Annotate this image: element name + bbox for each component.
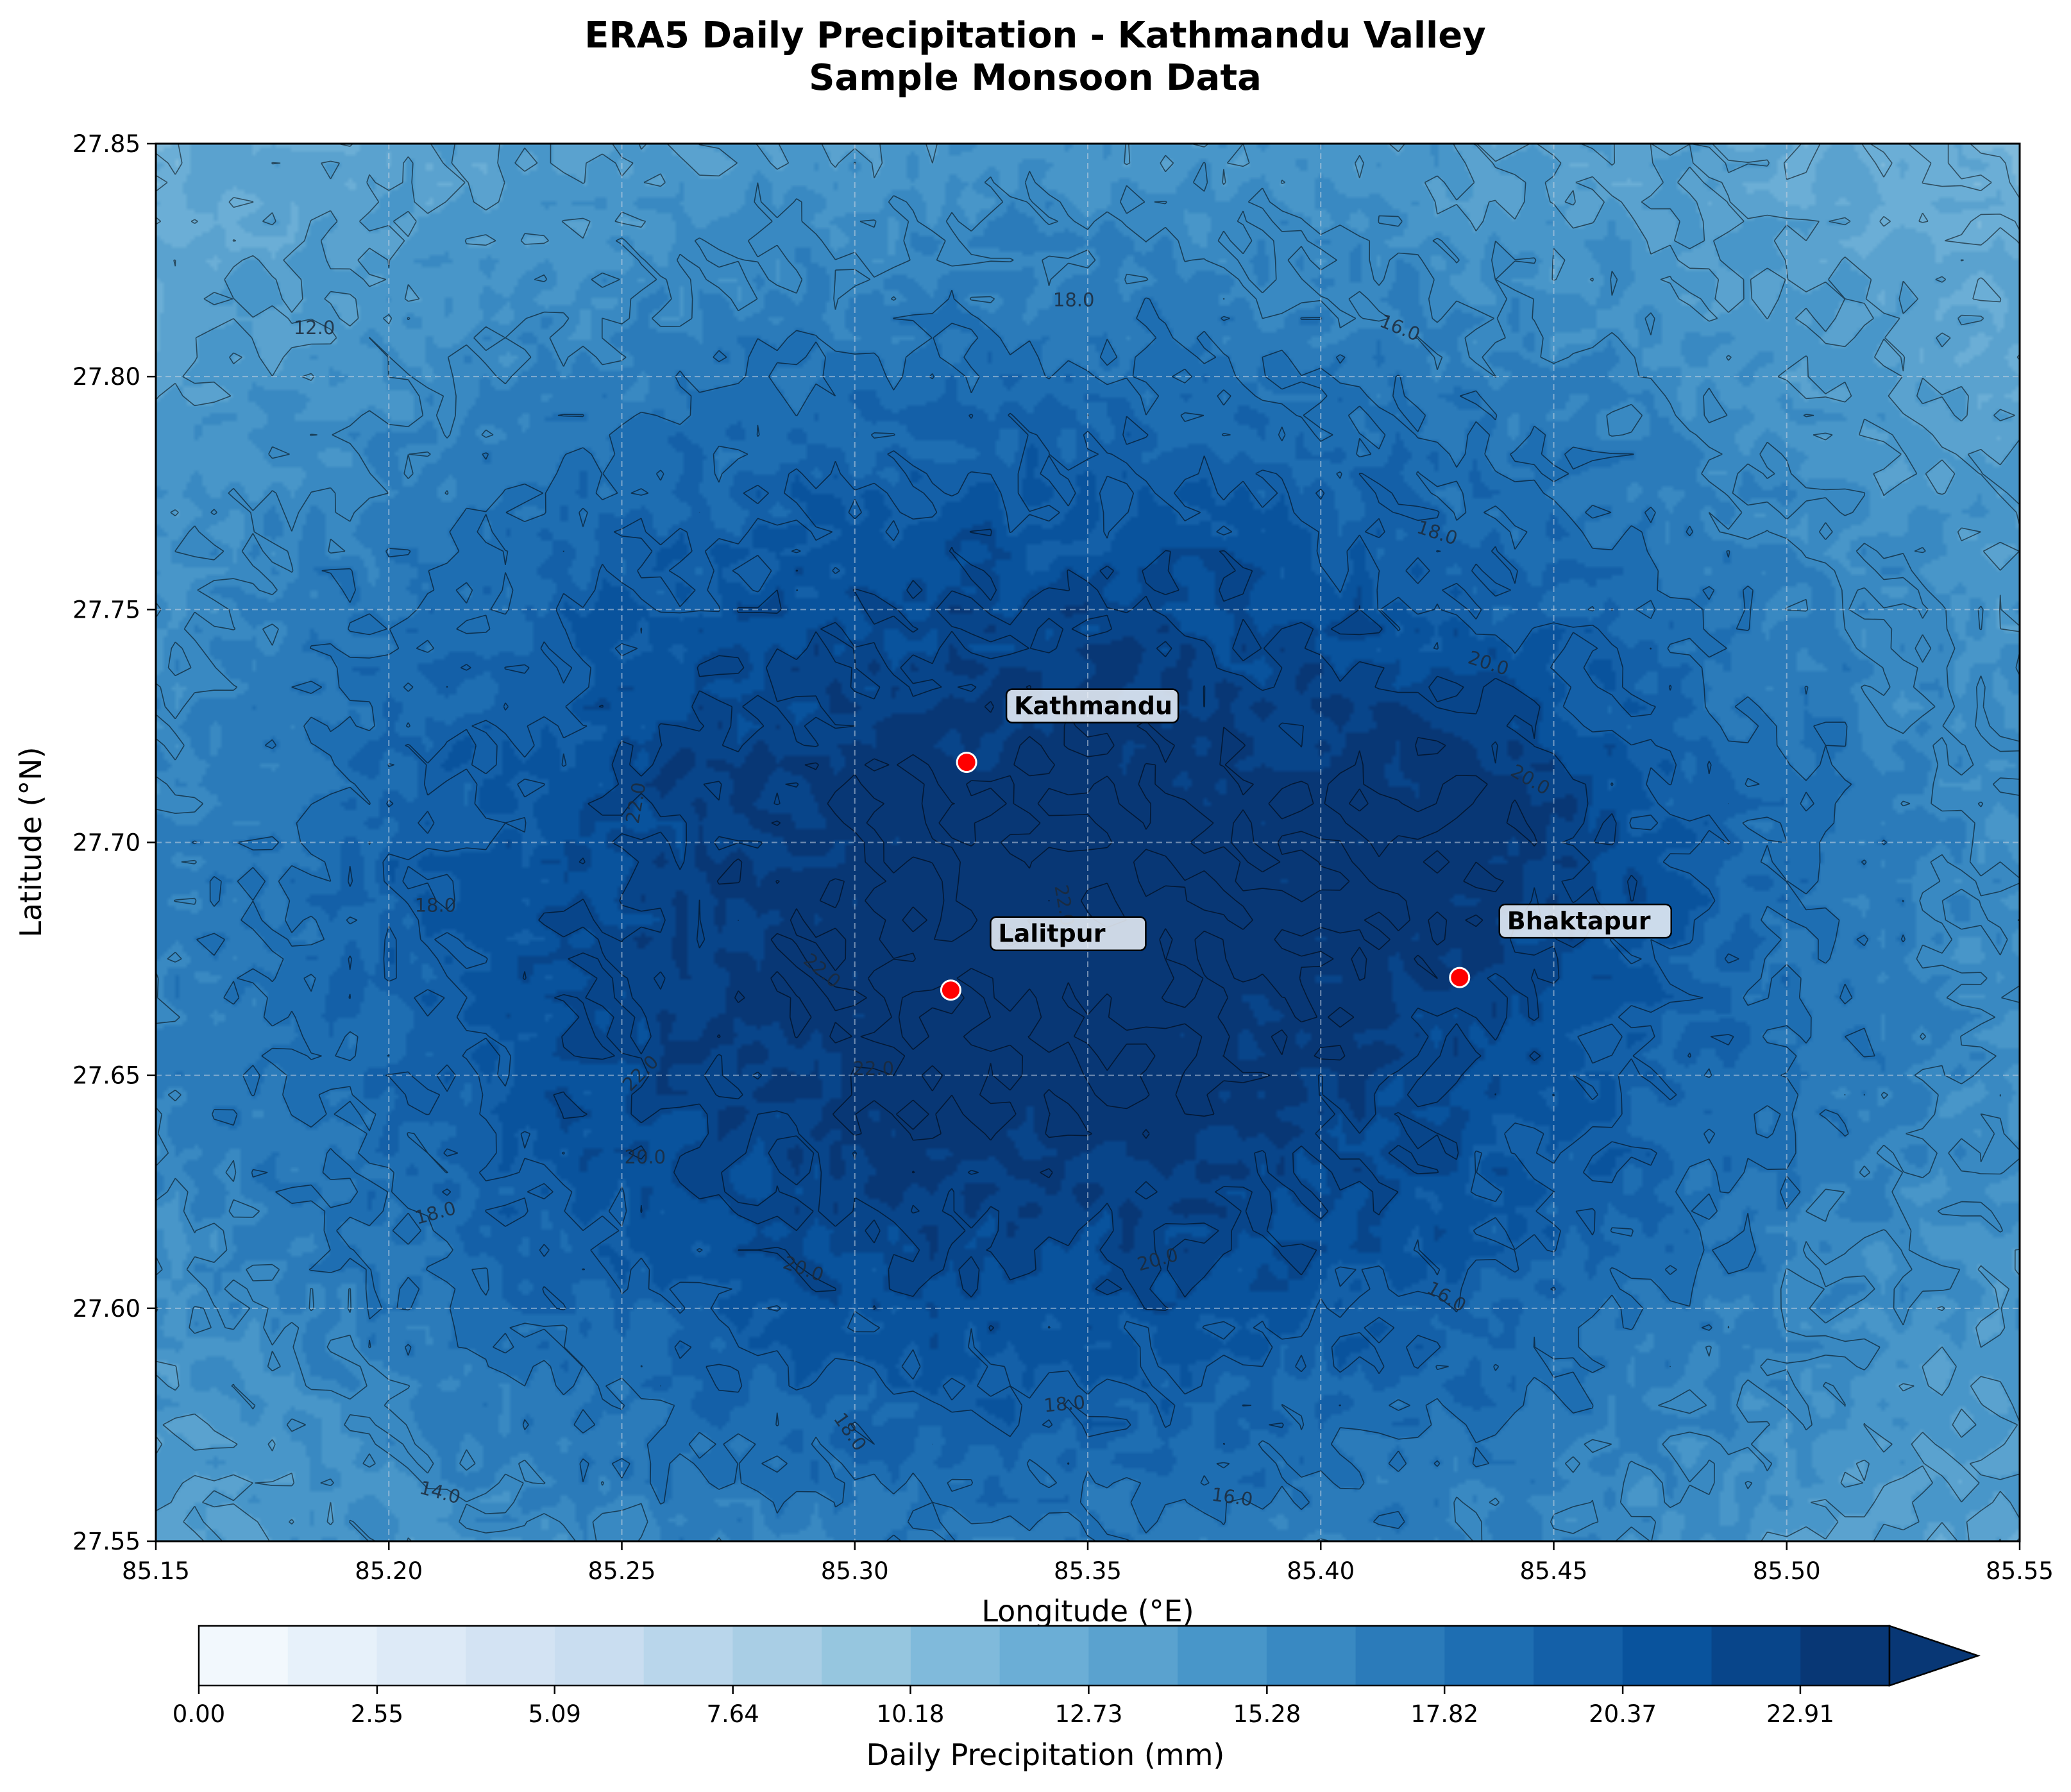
x-axis-ticks: 85.15 85.20 85.25 85.30 85.35 85.40 85.45 85.50… [122, 1541, 2054, 1585]
colorbar-bin [910, 1626, 1001, 1686]
colorbar-bins [198, 1625, 1891, 1687]
colorbar-bin [466, 1626, 555, 1686]
city-markers: Kathmandu Lalitpur Bhaktapur [940, 688, 1672, 1001]
x-tick-label: 85.25 [588, 1557, 656, 1585]
city-kathmandu: Kathmandu [956, 688, 1179, 773]
x-tick-label: 85.40 [1287, 1557, 1355, 1585]
contour-line-12 [156, 144, 2020, 1541]
chart-subtitle: Sample Monsoon Data [809, 57, 1262, 99]
x-tick-label: 85.50 [1753, 1557, 1821, 1585]
colorbar-bin [1534, 1626, 1623, 1686]
city-label-box [1498, 903, 1672, 939]
contour-label: 18.0 [1043, 1391, 1086, 1416]
colorbar-tick-label: 15.28 [1233, 1700, 1301, 1728]
contour-line-20 [348, 412, 1739, 1465]
city-label-box [990, 916, 1147, 951]
y-tick-label: 27.85 [72, 130, 140, 158]
colorbar-tick-label: 2.55 [351, 1700, 403, 1728]
city-marker-dot [940, 979, 961, 1001]
colorbar-tick-label: 5.09 [528, 1700, 581, 1728]
colorbar-bin [287, 1626, 378, 1686]
city-label-box [1005, 688, 1179, 723]
x-tick-label: 85.15 [122, 1557, 190, 1585]
colorbar-bin [199, 1626, 289, 1686]
colorbar-bin [1355, 1626, 1445, 1686]
colorbar-bin [1622, 1626, 1712, 1686]
plot-area: 12.018.016.018.020.020.022.022.022.018.0… [156, 144, 2020, 1541]
grid-lines [156, 144, 2020, 1541]
x-axis-label: Longitude (°E) [981, 1594, 1194, 1628]
x-tick-label: 85.20 [355, 1557, 423, 1585]
colorbar-label: Daily Precipitation (mm) [866, 1737, 1225, 1772]
colorbar-bin [1444, 1626, 1534, 1686]
colorbar-bin [554, 1626, 645, 1686]
contour-line-24 [716, 684, 1538, 1179]
contour-label: 20.0 [625, 1146, 666, 1168]
colorbar-bin [1711, 1626, 1801, 1686]
contour-label: 18.0 [1053, 289, 1095, 310]
chart-title: ERA5 Daily Precipitation - Kathmandu Val… [584, 15, 1485, 56]
colorbar-bin [732, 1626, 822, 1686]
colorbar-bin [1266, 1626, 1357, 1686]
contour-label: 12.0 [294, 317, 335, 339]
colorbar-tick-label: 20.37 [1589, 1700, 1657, 1728]
y-tick-label: 27.70 [72, 829, 140, 857]
colorbar-tick-label: 22.91 [1766, 1700, 1834, 1728]
colorbar-tick-label: 12.73 [1054, 1700, 1122, 1728]
colorbar-tick-label: 17.82 [1410, 1700, 1478, 1728]
contour-label: 18.0 [415, 895, 457, 917]
contour-lines [156, 144, 2020, 1541]
colorbar-bin [1088, 1626, 1178, 1686]
city-lalitpur: Lalitpur [940, 916, 1147, 1001]
contour-line-14 [156, 144, 2020, 1541]
contour-line-22 [522, 528, 1638, 1331]
contour-line-16 [156, 162, 2020, 1541]
colorbar-extend-arrow [1888, 1625, 1981, 1687]
y-tick-label: 27.65 [72, 1062, 140, 1090]
city-label: Bhaktapur [1507, 907, 1651, 935]
y-tick-label: 27.75 [72, 596, 140, 623]
city-label: Kathmandu [1014, 692, 1172, 720]
colorbar-tick-label: 7.64 [706, 1700, 759, 1728]
city-label: Lalitpur [998, 920, 1105, 948]
y-axis-ticks: 27.55 27.60 27.65 27.70 27.75 27.80 27.85 [72, 130, 156, 1555]
x-tick-label: 85.55 [1986, 1557, 2054, 1585]
colorbar-bin [822, 1626, 911, 1686]
colorbar-bin [1178, 1626, 1267, 1686]
y-axis-label: Latitude (°N) [13, 747, 48, 937]
x-tick-label: 85.30 [821, 1557, 889, 1585]
y-tick-label: 27.60 [72, 1295, 140, 1323]
x-tick-label: 85.45 [1520, 1557, 1588, 1585]
y-tick-label: 27.55 [72, 1528, 140, 1555]
city-marker-dot [1449, 967, 1471, 988]
city-bhaktapur: Bhaktapur [1449, 903, 1672, 988]
contour-label: 22.0 [853, 1058, 895, 1079]
x-tick-label: 85.35 [1054, 1557, 1122, 1585]
colorbar-tick-label: 0.00 [173, 1700, 225, 1728]
city-marker-dot [956, 752, 977, 773]
colorbar-bin [1800, 1626, 1890, 1686]
contour-line-18 [191, 289, 1906, 1541]
colorbar: 0.00 2.55 5.09 7.64 10.18 12.73 15.28 17.82 20.3… [173, 1625, 1981, 1772]
colorbar-bin [643, 1626, 734, 1686]
colorbar-tick-label: 10.18 [877, 1700, 945, 1728]
colorbar-ticks: 0.00 2.55 5.09 7.64 10.18 12.73 15.28 17.82 20.3… [173, 1686, 1834, 1728]
colorbar-bin [999, 1626, 1089, 1686]
colorbar-bin [376, 1626, 466, 1686]
y-tick-label: 27.80 [72, 363, 140, 391]
